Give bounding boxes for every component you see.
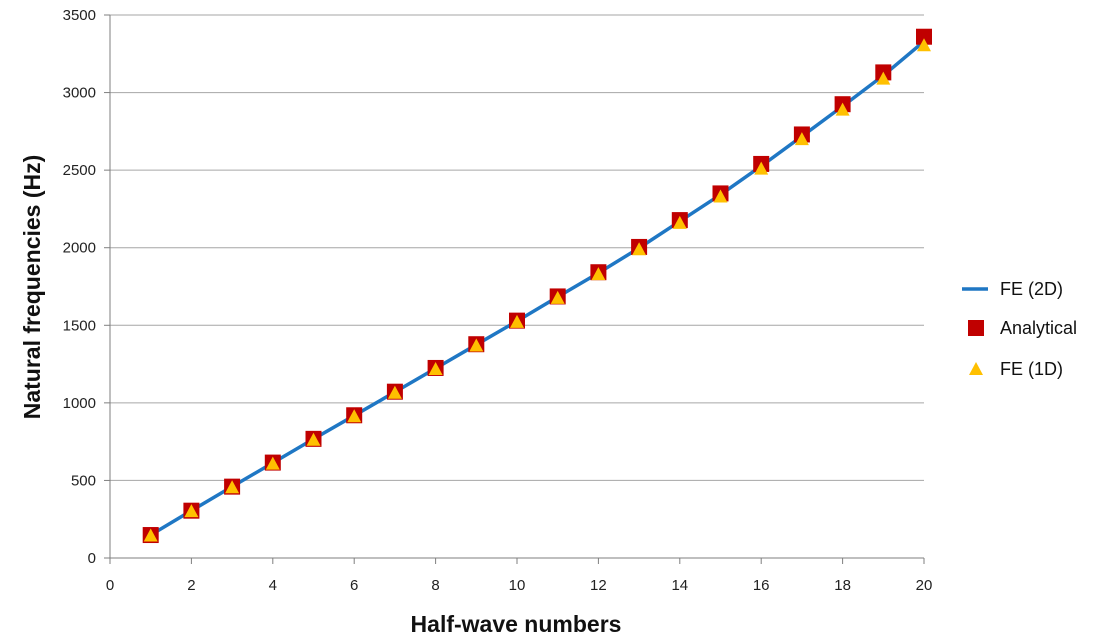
fe-1d-point — [347, 409, 362, 423]
x-tick-label: 12 — [590, 577, 607, 594]
x-tick-label: 0 — [106, 577, 114, 594]
fe-1d-point — [510, 314, 524, 328]
y-tick-label: 500 — [71, 472, 96, 489]
analytical-point — [916, 28, 932, 45]
fe-1d-point — [184, 504, 199, 518]
x-tick-label: 8 — [431, 577, 439, 594]
fe-1d-point — [591, 267, 606, 281]
fe-1d-point — [713, 189, 728, 203]
x-tick-label: 6 — [350, 577, 358, 594]
axes — [104, 14, 925, 564]
x-tick-label: 10 — [509, 577, 526, 594]
y-tick-label: 2000 — [63, 240, 96, 257]
y-tick-label: 2500 — [63, 162, 96, 179]
fe-1d-point — [387, 385, 402, 399]
fe-1d-point — [428, 362, 443, 376]
legend: FE (2D) Analytical FE (1D) — [962, 279, 1077, 379]
fe-1d-point — [469, 338, 484, 352]
fe-1d-point — [306, 432, 321, 446]
y-tick-label: 3500 — [63, 7, 96, 24]
fe-1d-point — [876, 71, 891, 85]
fe-1d-point — [754, 161, 769, 175]
legend-label: FE (2D) — [1000, 279, 1063, 299]
x-tick-label: 18 — [834, 577, 851, 594]
series-group — [142, 28, 932, 544]
fe-1d-point — [550, 290, 565, 304]
fe-1d-point — [917, 38, 931, 52]
grid-lines — [110, 14, 924, 481]
x-tick-label: 20 — [916, 577, 933, 594]
fe-1d-point — [794, 132, 809, 146]
fe-1d-point — [265, 456, 280, 470]
y-tick-label: 3000 — [63, 85, 96, 102]
legend-label: Analytical — [1000, 318, 1077, 338]
legend-swatch-fe-1d — [969, 362, 983, 375]
x-tick-label: 16 — [753, 577, 770, 594]
legend-swatch-analytical — [968, 320, 984, 336]
legend-label: FE (1D) — [1000, 359, 1063, 379]
fe-1d-point — [143, 528, 158, 542]
y-tick-labels: 0 500 1000 1500 2000 2500 3000 3500 — [63, 7, 96, 567]
x-tick-label: 2 — [187, 577, 195, 594]
y-tick-label: 1000 — [63, 395, 96, 412]
y-tick-label: 0 — [88, 550, 96, 567]
x-axis-title: Half-wave numbers — [411, 611, 622, 637]
fe-1d-point — [835, 102, 850, 116]
x-tick-label: 14 — [671, 577, 688, 594]
fe-1d-point — [225, 480, 240, 494]
y-tick-label: 1500 — [63, 317, 96, 334]
x-tick-labels: 0 2 4 6 8 10 12 14 16 18 20 — [106, 577, 933, 594]
fe-1d-point — [632, 242, 647, 256]
y-axis-title: Natural frequencies (Hz) — [19, 155, 45, 420]
x-tick-label: 4 — [269, 577, 277, 594]
fe-1d-point — [672, 215, 687, 229]
